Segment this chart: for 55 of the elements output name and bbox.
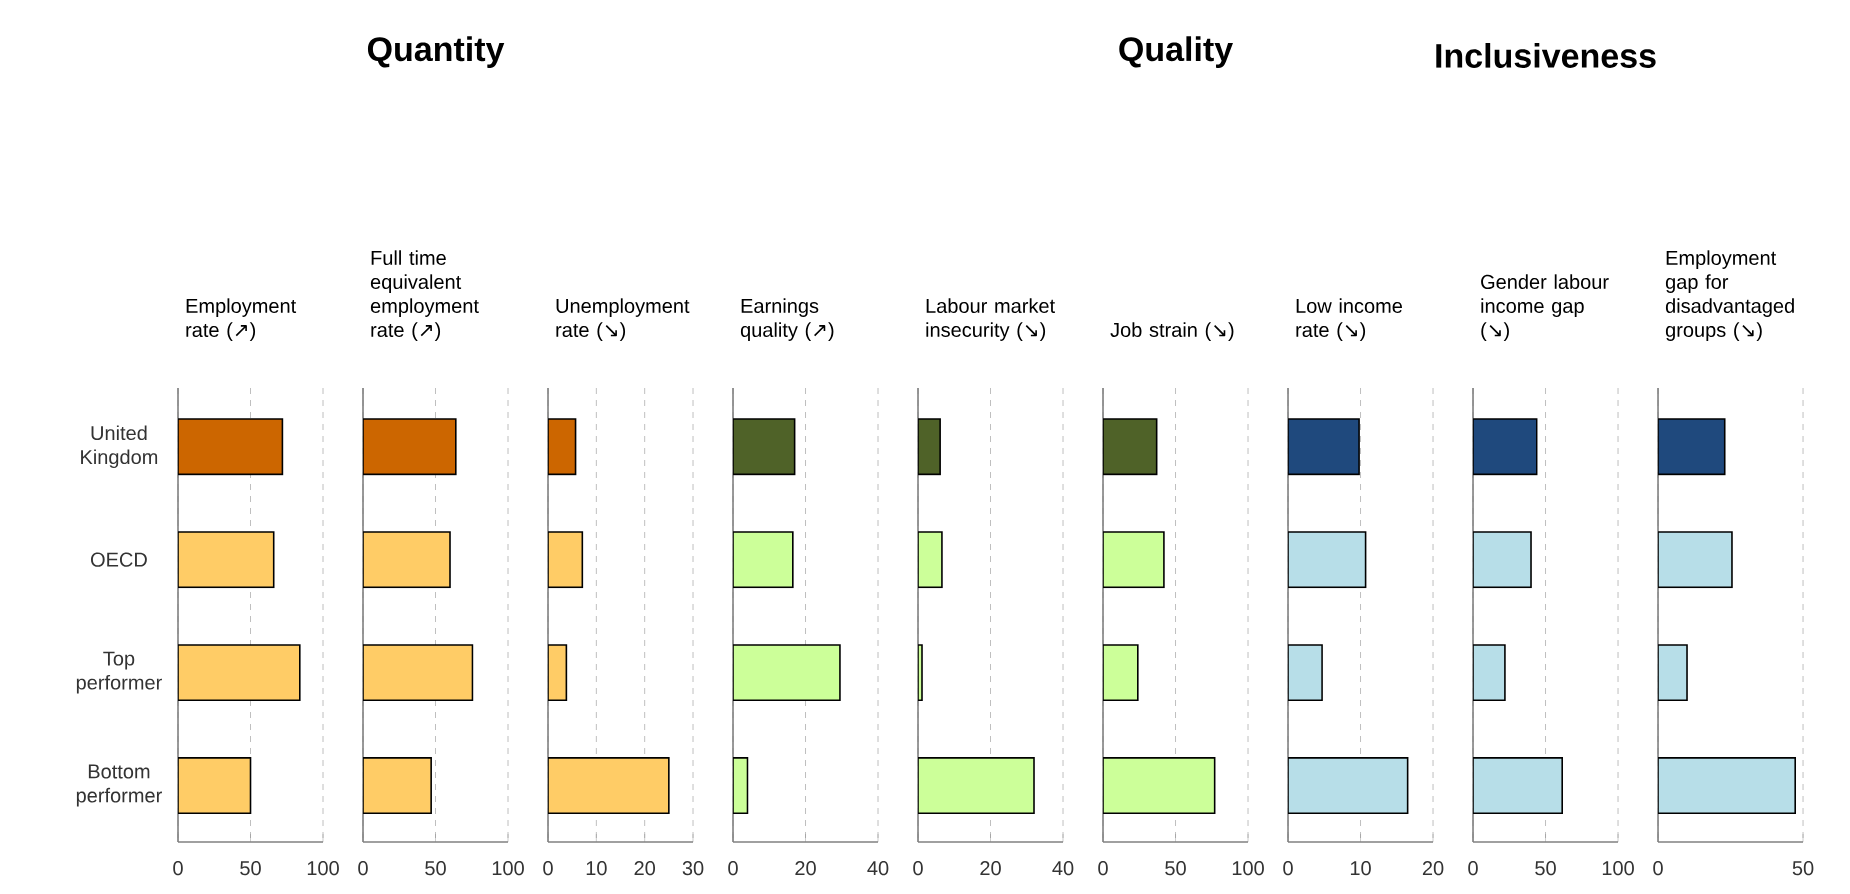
x-tick-label: 50 [1535, 861, 1556, 876]
x-tick-label: 50 [1165, 861, 1186, 876]
x-tick-label: 0 [1653, 861, 1663, 876]
x-tick-label: 50 [1792, 861, 1814, 876]
x-tick-label: 40 [867, 861, 889, 876]
x-tick-label: 100 [1602, 861, 1634, 876]
bar [918, 418, 941, 476]
x-tick-label: 0 [358, 861, 368, 876]
text: Quantity [367, 36, 505, 68]
x-tick-label: 0 [913, 861, 923, 876]
bar [1473, 418, 1538, 476]
x-tick-label: 10 [1350, 861, 1371, 876]
x-tick-label: 0 [728, 861, 738, 876]
x-tick-label: 30 [682, 861, 704, 876]
x-tick-label: 0 [173, 861, 183, 876]
x-tick-label: 50 [425, 861, 446, 876]
y-tick-label: Top performer [76, 651, 162, 694]
chart-title: Earnings quality (↗) [740, 298, 834, 341]
x-tick-label: 100 [1232, 861, 1264, 876]
chart-title: Low income rate (↘) [1296, 298, 1402, 341]
chart-title: Employment rate (↗) [186, 298, 297, 341]
x-tick-label: 20 [634, 861, 656, 876]
x-tick-label: 100 [492, 861, 524, 876]
text: Quality [1119, 36, 1233, 68]
x-tick-label: 100 [307, 861, 339, 876]
text: Inclusiveness [1436, 42, 1656, 68]
x-tick-label: 40 [1052, 861, 1074, 876]
x-tick-label: 50 [240, 861, 261, 876]
y-tick-label: United Kingdom [81, 425, 158, 469]
chart-title: Full time equivalent employment rate (↗) [370, 250, 479, 341]
x-tick-label: 0 [1283, 861, 1293, 876]
chart-title: Job strain (↘) [1110, 322, 1234, 341]
chart-title: Labour market insecurity (↘) [926, 298, 1055, 341]
x-tick-label: 20 [1422, 861, 1444, 876]
bar [548, 757, 670, 815]
x-tick-label: 0 [543, 861, 553, 876]
bar [1473, 757, 1563, 815]
bar [733, 757, 749, 815]
bar [363, 418, 457, 476]
bar [918, 757, 1035, 815]
chart-title: Gender labour income gap (↘) [1481, 274, 1609, 341]
y-tick-label: OECD [90, 552, 147, 567]
x-tick-label: 0 [1468, 861, 1478, 876]
x-tick-label: 0 [1098, 861, 1108, 876]
chart-title: Employment gap for disadvantaged groups (↘) [1665, 250, 1794, 341]
x-tick-label: 20 [980, 861, 1001, 876]
bar [1288, 757, 1409, 815]
bar [1103, 757, 1216, 815]
chart-title: Unemployment rate (↘) [556, 298, 690, 341]
bar [1658, 418, 1726, 476]
x-tick-label: 20 [795, 861, 816, 876]
x-tick-label: 10 [586, 861, 607, 876]
y-tick-label: Bottom performer [76, 764, 162, 807]
bar [1658, 757, 1796, 815]
bar [1103, 418, 1158, 476]
